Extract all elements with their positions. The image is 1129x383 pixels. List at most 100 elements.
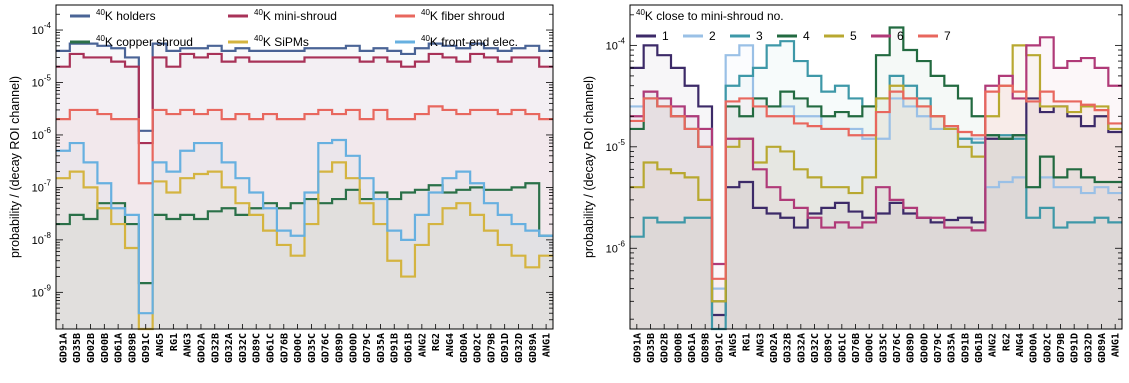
legend-label: 40K mini-shroud [254,8,337,23]
legend-label: 40K holders [96,8,156,23]
y-tick-label: 10-8 [32,231,52,247]
x-tick-label: GD89C [824,333,835,363]
x-tick-label: ANG1 [1111,333,1122,357]
x-tick-label: ANG3 [183,333,194,357]
legend-label: 40K fiber shroud [421,8,505,23]
x-tick-label: GD76C [321,333,332,363]
legend-label: 5 [850,29,857,43]
legend-label: 2 [709,29,716,43]
x-tick-label: GD79B [1056,333,1067,363]
x-tick-label: GD76B [279,333,290,363]
x-tick-label: GD91C [714,333,725,363]
x-tick-label: GD91C [141,333,152,363]
legend-label: 3 [756,29,763,43]
legend-item: 6 [871,29,904,43]
x-tick-label: GD61A [114,333,125,363]
legend-label: 4 [803,29,810,43]
x-tick-label: GD00D [919,333,930,363]
x-tick-label: GD91D [500,333,511,363]
x-tick-label: GD02A [196,333,207,363]
x-tick-label: ANG3 [755,333,766,357]
x-tick-label: GD89D [335,333,346,363]
x-tick-label: GD61B [974,333,985,363]
y-axis-label: probability / (decay ROI channel) [8,76,22,258]
y-tick-label: 10-9 [32,283,52,299]
x-tick-label: GD76C [892,333,903,363]
x-tick-label: GD79C [933,333,944,363]
x-tick-label: GD32A [796,333,807,363]
legend-item: 40K fiber shroud [395,8,505,23]
x-tick-label: GD00D [348,333,359,363]
y-axis-label: probability / (decay ROI channel) [582,76,596,258]
plot-area [630,26,1122,331]
x-tick-label: GD32D [1083,333,1094,363]
legend-item: 40K front-end elec. [395,34,518,49]
x-tick-label: GD91B [960,333,971,363]
x-tick-label: GD76B [851,333,862,363]
x-tick-label: GD35B [72,333,83,363]
x-tick-label: ANG4 [445,333,456,357]
x-tick-label: RG2 [431,333,442,351]
legend-label: 40K copper shroud [96,34,193,49]
x-tick-label: GD32B [783,333,794,363]
x-tick-label: GD00C [293,333,304,363]
x-tick-label: GD91A [58,333,69,363]
plot-area [56,42,553,331]
x-tick-label: RG1 [742,333,753,351]
x-tick-label: GD79C [362,333,373,363]
legend-label: 40K SiPMs [254,34,309,49]
x-tick-label: GD61B [404,333,415,363]
y-tick-label: 10-5 [32,73,52,89]
legend-item: 40K mini-shroud [228,8,337,23]
x-tick-label: GD35C [307,333,318,363]
legend-title: 40K close to mini-shroud no. [636,8,784,23]
x-tick-label: GD89B [701,333,712,363]
x-tick-label: GD61C [265,333,276,363]
x-tick-label: ANG1 [542,333,553,357]
x-tick-label: GD32C [810,333,821,363]
legend-item: 40K copper shroud [70,34,193,49]
series-line-1 [56,52,553,145]
legend-item: 1 [636,29,669,43]
x-tick-label: GD02B [660,333,671,363]
x-tick-label: GD32D [514,333,525,363]
y-tick-label: 10-6 [606,239,626,255]
series-fill-0 [630,45,1122,330]
axes-frame [55,4,554,330]
x-tick-label: GD32A [224,333,235,363]
x-tick-label: GD32B [210,333,221,363]
axes-frame [629,4,1123,330]
x-tick-label: GD35B [646,333,657,363]
x-tick-label: GD00C [865,333,876,363]
x-tick-label: GD79B [486,333,497,363]
x-tick-label: GD00B [100,333,111,363]
x-tick-label: ANG4 [1015,333,1026,357]
x-tick-label: GD91A [632,333,643,363]
x-tick-label: GD00A [459,333,470,363]
x-tick-label: RG1 [169,333,180,351]
x-tick-label: GD02C [1042,333,1053,363]
x-tick-label: GD02A [769,333,780,363]
x-tick-label: GD35A [376,333,387,363]
x-tick-label: GD61A [687,333,698,363]
x-tick-label: ANG2 [988,333,999,357]
x-tick-label: ANG5 [728,333,739,357]
legend-label: 6 [897,29,904,43]
x-tick-label: GD89C [252,333,263,363]
x-tick-label: GD32C [238,333,249,363]
legend-label: 1 [662,29,669,43]
x-tick-label: GD61C [837,333,848,363]
x-tick-label: GD91B [390,333,401,363]
x-tick-label: RG2 [1001,333,1012,351]
x-tick-label: GD89A [1097,333,1108,363]
series-line-4 [56,161,553,331]
legend-item: 2 [683,29,716,43]
x-tick-label: GD89B [127,333,138,363]
legend-item: 7 [918,29,951,43]
series-line-6 [630,84,1122,280]
x-tick-label: GD02C [473,333,484,363]
legend: 40K holders 40K mini-shroud 40K fiber shro… [70,8,518,49]
x-tick-label: GD89D [906,333,917,363]
